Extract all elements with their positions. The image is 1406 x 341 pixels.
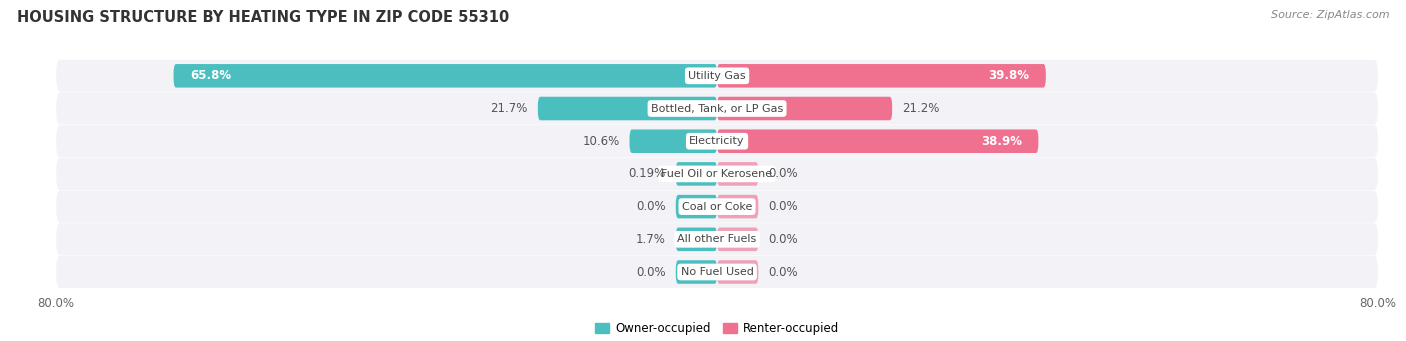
FancyBboxPatch shape bbox=[56, 92, 1378, 124]
FancyBboxPatch shape bbox=[676, 260, 717, 284]
Text: Fuel Oil or Kerosene: Fuel Oil or Kerosene bbox=[661, 169, 773, 179]
Text: 21.7%: 21.7% bbox=[491, 102, 527, 115]
FancyBboxPatch shape bbox=[717, 130, 1039, 153]
FancyBboxPatch shape bbox=[56, 158, 1378, 190]
Text: 1.7%: 1.7% bbox=[636, 233, 666, 246]
Text: Coal or Coke: Coal or Coke bbox=[682, 202, 752, 212]
Text: 0.0%: 0.0% bbox=[637, 200, 666, 213]
Text: 0.0%: 0.0% bbox=[768, 167, 797, 180]
FancyBboxPatch shape bbox=[717, 97, 893, 120]
Text: 39.8%: 39.8% bbox=[988, 69, 1029, 82]
FancyBboxPatch shape bbox=[676, 195, 717, 218]
FancyBboxPatch shape bbox=[676, 162, 717, 186]
Text: Electricity: Electricity bbox=[689, 136, 745, 146]
Text: 10.6%: 10.6% bbox=[582, 135, 620, 148]
FancyBboxPatch shape bbox=[630, 130, 717, 153]
FancyBboxPatch shape bbox=[56, 256, 1378, 288]
FancyBboxPatch shape bbox=[538, 97, 717, 120]
Text: 0.0%: 0.0% bbox=[637, 266, 666, 279]
FancyBboxPatch shape bbox=[717, 195, 758, 218]
FancyBboxPatch shape bbox=[56, 191, 1378, 223]
Text: 0.0%: 0.0% bbox=[768, 266, 797, 279]
Text: 0.0%: 0.0% bbox=[768, 233, 797, 246]
Text: No Fuel Used: No Fuel Used bbox=[681, 267, 754, 277]
Text: 38.9%: 38.9% bbox=[981, 135, 1022, 148]
FancyBboxPatch shape bbox=[717, 162, 758, 186]
FancyBboxPatch shape bbox=[56, 60, 1378, 92]
FancyBboxPatch shape bbox=[173, 64, 717, 88]
FancyBboxPatch shape bbox=[56, 125, 1378, 157]
FancyBboxPatch shape bbox=[717, 260, 758, 284]
Legend: Owner-occupied, Renter-occupied: Owner-occupied, Renter-occupied bbox=[591, 317, 844, 340]
Text: All other Fuels: All other Fuels bbox=[678, 234, 756, 244]
Text: Source: ZipAtlas.com: Source: ZipAtlas.com bbox=[1271, 10, 1389, 20]
FancyBboxPatch shape bbox=[717, 227, 758, 251]
FancyBboxPatch shape bbox=[717, 64, 1046, 88]
Text: Bottled, Tank, or LP Gas: Bottled, Tank, or LP Gas bbox=[651, 104, 783, 114]
Text: HOUSING STRUCTURE BY HEATING TYPE IN ZIP CODE 55310: HOUSING STRUCTURE BY HEATING TYPE IN ZIP… bbox=[17, 10, 509, 25]
FancyBboxPatch shape bbox=[56, 223, 1378, 255]
FancyBboxPatch shape bbox=[676, 227, 717, 251]
Text: Utility Gas: Utility Gas bbox=[689, 71, 745, 81]
Text: 0.0%: 0.0% bbox=[768, 200, 797, 213]
Text: 21.2%: 21.2% bbox=[903, 102, 939, 115]
Text: 0.19%: 0.19% bbox=[628, 167, 666, 180]
Text: 65.8%: 65.8% bbox=[190, 69, 231, 82]
